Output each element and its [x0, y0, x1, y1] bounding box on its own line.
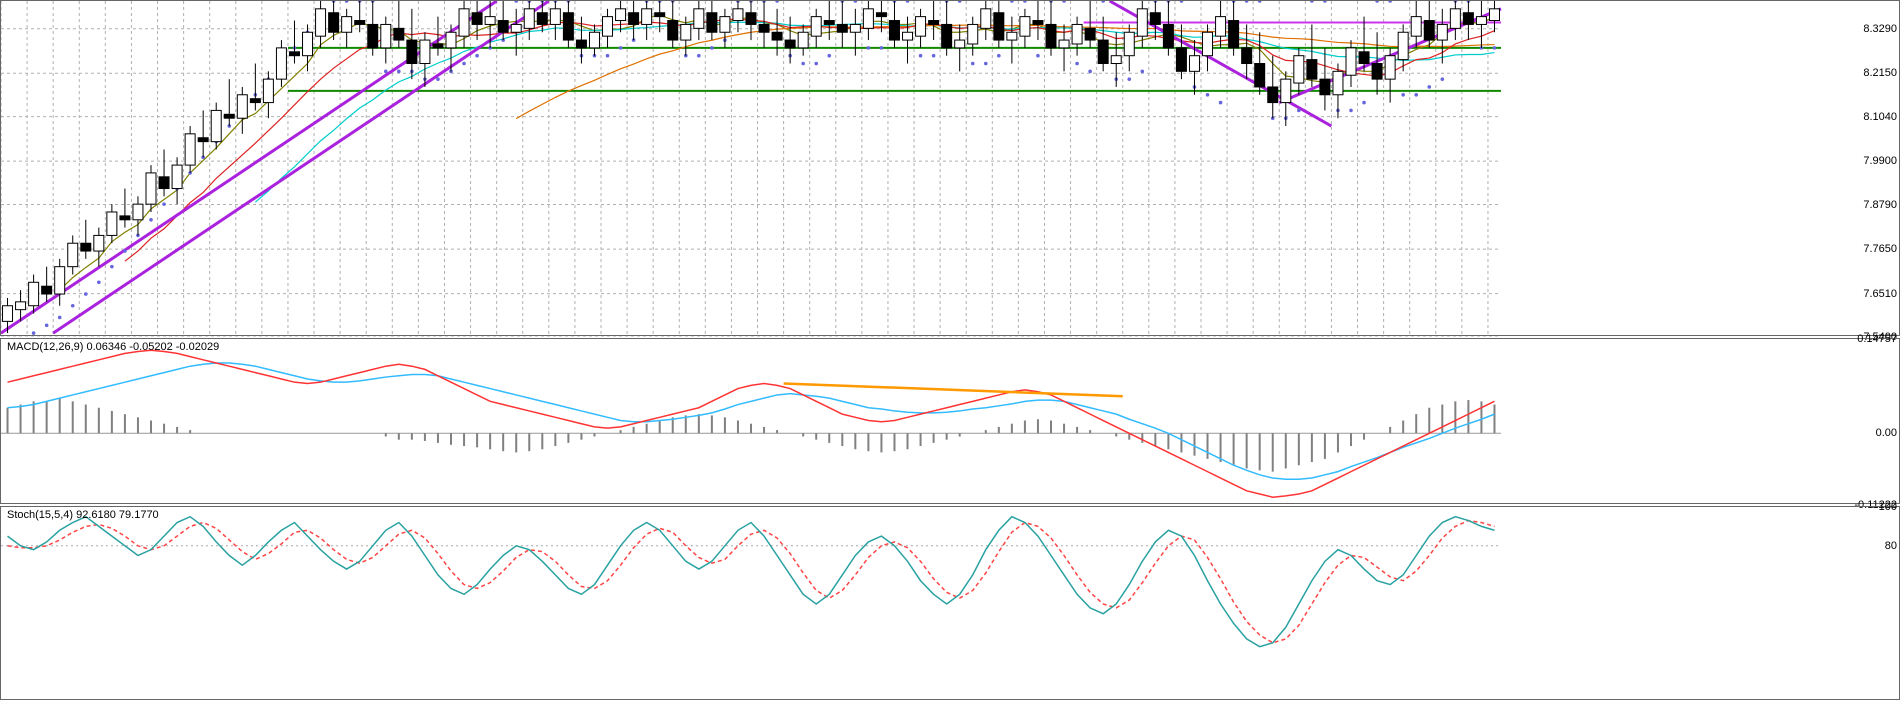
stoch-tick: 80	[1885, 540, 1897, 552]
price-tick: 7.6510	[1863, 288, 1897, 300]
price-chart-svg	[1, 1, 1900, 337]
price-tick: 8.3290	[1863, 23, 1897, 35]
stoch-svg	[1, 507, 1900, 701]
macd-tick: 0.14757	[1857, 333, 1897, 345]
stoch-tick: 100	[1879, 501, 1897, 513]
price-tick: 7.8790	[1863, 199, 1897, 211]
price-tick: 8.2150	[1863, 67, 1897, 79]
stoch-label: Stoch(15,5,4) 92.6180 79.1770	[7, 509, 159, 521]
macd-panel[interactable]: MACD(12,26,9) 0.06346 -0.05202 -0.02029 …	[0, 338, 1900, 504]
macd-label: MACD(12,26,9) 0.06346 -0.05202 -0.02029	[7, 341, 219, 353]
price-tick: 8.1040	[1863, 111, 1897, 123]
price-tick: 7.7650	[1863, 243, 1897, 255]
price-tick: 7.9900	[1863, 155, 1897, 167]
macd-svg	[1, 339, 1900, 505]
macd-tick: 0.00	[1876, 427, 1897, 439]
stoch-panel[interactable]: Stoch(15,5,4) 92.6180 79.1770 10080	[0, 506, 1900, 700]
price-chart-panel[interactable]: 8.3290 8.2150 8.1040 7.9900 7.8790 7.7650 7.65…	[0, 0, 1900, 336]
